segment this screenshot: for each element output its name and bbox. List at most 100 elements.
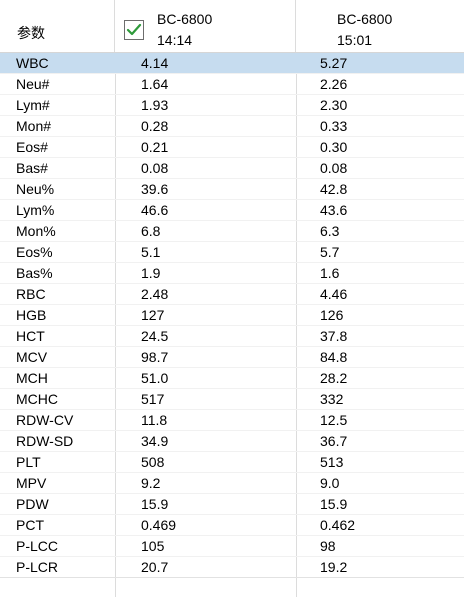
header-sample-1[interactable]: BC-6800 14:14 [115,0,296,52]
sample-2-value: 1.6 [320,265,340,281]
parameter-name: Lym# [16,97,50,113]
sample-2-value: 6.3 [320,223,340,239]
sample-1-value: 1.9 [141,265,161,281]
parameter-name: MCV [16,349,48,365]
sample-1-value: 1.93 [141,97,169,113]
parameter-name: Mon% [16,223,56,239]
sample-2-value: 5.7 [320,244,340,260]
table-body: WBC 4.14 5.27 Neu# 1.64 2.26 Lym# 1.93 2.30 Mon# 0… [0,53,464,578]
table-row[interactable]: P-LCR 20.7 19.2 [0,557,464,578]
sample-1-value: 20.7 [141,559,169,575]
sample-2-value: 84.8 [320,349,348,365]
parameter-name: HGB [16,307,47,323]
sample-1-value: 51.0 [141,370,169,386]
parameter-name: Bas% [16,265,53,281]
parameter-name: WBC [16,55,49,71]
parameter-name: PCT [16,517,44,533]
sample-2-value: 0.08 [320,160,348,176]
sample-1-value: 24.5 [141,328,169,344]
table-row[interactable]: RDW-CV 11.8 12.5 [0,410,464,431]
sample-2-value: 2.30 [320,97,348,113]
table-row[interactable]: Lym% 46.6 43.6 [0,200,464,221]
table-row[interactable]: Bas% 1.9 1.6 [0,263,464,284]
table-header: 参数 BC-6800 14:14 BC-6800 15:01 [0,0,464,53]
sample-1-value: 105 [141,538,165,554]
sample-1-value: 15.9 [141,496,169,512]
sample-2-time: 15:01 [337,32,373,48]
parameter-name: PLT [16,454,41,470]
table-row[interactable]: Eos% 5.1 5.7 [0,242,464,263]
parameter-name: P-LCR [16,559,59,575]
parameter-name: Mon# [16,118,52,134]
sample-2-value: 332 [320,391,344,407]
sample-1-value: 0.21 [141,139,169,155]
table-row[interactable]: MCHC 517 332 [0,389,464,410]
header-sample-2[interactable]: BC-6800 15:01 [296,0,464,52]
sample-1-value: 46.6 [141,202,169,218]
checkbox-checked-icon[interactable] [124,20,144,40]
sample-2-value: 513 [320,454,344,470]
sample-2-value: 9.0 [320,475,340,491]
sample-2-value: 0.33 [320,118,348,134]
parameter-name: HCT [16,328,45,344]
parameter-name: PDW [16,496,49,512]
parameter-name: Lym% [16,202,55,218]
table-row[interactable]: Neu# 1.64 2.26 [0,74,464,95]
parameter-name: RDW-SD [16,433,74,449]
sample-2-value: 15.9 [320,496,348,512]
sample-2-value: 0.462 [320,517,356,533]
table-row[interactable]: HCT 24.5 37.8 [0,326,464,347]
sample-2-value: 98 [320,538,336,554]
table-row[interactable]: PCT 0.469 0.462 [0,515,464,536]
table-row[interactable]: RBC 2.48 4.46 [0,284,464,305]
sample-1-value: 1.64 [141,76,169,92]
sample-2-value: 4.46 [320,286,348,302]
sample-1-value: 2.48 [141,286,169,302]
table-row[interactable]: MCV 98.7 84.8 [0,347,464,368]
sample-1-device: BC-6800 [157,11,213,27]
sample-1-value: 127 [141,307,165,323]
table-row[interactable]: WBC 4.14 5.27 [0,53,464,74]
parameter-name: Neu# [16,76,50,92]
sample-1-value: 6.8 [141,223,161,239]
parameter-name: RBC [16,286,46,302]
table-row[interactable]: MCH 51.0 28.2 [0,368,464,389]
table-row[interactable]: RDW-SD 34.9 36.7 [0,431,464,452]
sample-2-value: 126 [320,307,344,323]
table-row[interactable]: Neu% 39.6 42.8 [0,179,464,200]
parameter-name: Neu% [16,181,55,197]
header-param-cell: 参数 [0,0,115,52]
parameter-name: Bas# [16,160,48,176]
sample-2-value: 2.26 [320,76,348,92]
sample-2-value: 42.8 [320,181,348,197]
table-row[interactable]: MPV 9.2 9.0 [0,473,464,494]
table-row[interactable]: P-LCC 105 98 [0,536,464,557]
sample-2-value: 19.2 [320,559,348,575]
table-row[interactable]: Mon# 0.28 0.33 [0,116,464,137]
sample-1-time: 14:14 [157,32,193,48]
sample-2-device: BC-6800 [337,11,393,27]
table-row[interactable]: Bas# 0.08 0.08 [0,158,464,179]
sample-2-value: 43.6 [320,202,348,218]
sample-1-value: 9.2 [141,475,161,491]
sample-1-value: 4.14 [141,55,169,71]
sample-1-value: 39.6 [141,181,169,197]
table-row[interactable]: HGB 127 126 [0,305,464,326]
header-param-label: 参数 [17,25,45,41]
sample-1-value: 34.9 [141,433,169,449]
parameter-name: MPV [16,475,47,491]
sample-1-value: 0.08 [141,160,169,176]
table-row[interactable]: Mon% 6.8 6.3 [0,221,464,242]
table-row[interactable]: PDW 15.9 15.9 [0,494,464,515]
sample-1-value: 517 [141,391,165,407]
sample-2-value: 36.7 [320,433,348,449]
table-row[interactable]: PLT 508 513 [0,452,464,473]
sample-2-value: 12.5 [320,412,348,428]
sample-2-value: 28.2 [320,370,348,386]
sample-1-value: 0.469 [141,517,177,533]
table-row[interactable]: Eos# 0.21 0.30 [0,137,464,158]
sample-1-value: 98.7 [141,349,169,365]
sample-2-value: 5.27 [320,55,348,71]
table-row[interactable]: Lym# 1.93 2.30 [0,95,464,116]
